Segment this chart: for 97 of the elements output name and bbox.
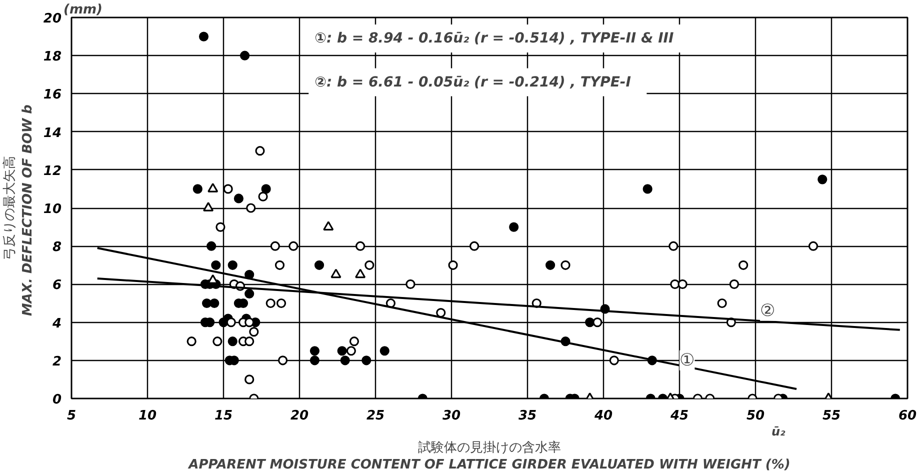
point [202,298,212,308]
x-tick-label: 30 [442,408,461,424]
point [592,318,602,328]
text: 試験体の見掛けの含水率 [418,440,561,456]
point [210,298,220,308]
point [729,279,740,289]
annotation: ②: b = 6.61 - 0.05ū₂ (r = -0.214) , TYPE-I [314,74,631,90]
point [668,241,678,251]
point [266,298,276,308]
point [717,298,727,308]
point [818,174,828,184]
point [192,184,202,194]
y-tick-label: 12 [43,164,62,179]
x-tick-label: 15 [214,408,233,424]
point [234,194,244,204]
point [585,318,595,328]
x-axis-title: APPARENT MOISTURE CONTENT OF LATTICE GIRDER EVALUATED WITH WEIGHT (%) [188,458,790,472]
x-tick-label: 50 [746,408,765,424]
y-tick-label: 6 [52,278,62,294]
point [436,308,446,318]
point [670,279,680,289]
point [340,356,350,366]
point [364,260,374,270]
point [244,288,254,299]
y-tick-label: 18 [43,50,62,65]
point [738,260,748,270]
point [198,32,209,42]
point [212,336,222,346]
point [240,50,250,60]
point [470,241,480,251]
y-tick-label: 2 [52,354,62,370]
point [380,346,390,356]
point [276,298,286,308]
annotation: ①: b = 8.94 - 0.16ū₂ (r = -0.514) , TYPE-II & III [314,30,674,46]
point [216,222,226,232]
point [246,203,256,213]
point [261,184,271,194]
annotation: ② [760,300,776,321]
point [346,346,356,356]
x-tick-label: 55 [822,408,841,424]
point [448,260,458,270]
point [244,336,254,346]
point [356,241,366,251]
point [255,146,265,156]
point [642,184,652,194]
point [337,346,347,356]
x-tick-label: 45 [669,408,689,424]
point [362,356,372,366]
point [244,374,254,384]
x-tick-label: 35 [518,408,537,424]
x-tick-label: 5 [66,408,76,424]
point [310,346,320,356]
point [208,182,218,192]
x-tick-label: 40 [593,408,613,424]
point [226,318,236,328]
point [186,336,196,346]
x-tick-label: 10 [138,408,157,424]
text: 弓反りの最大矢高 [2,156,18,260]
x-tick-label: 20 [290,408,309,424]
point [349,336,360,346]
y-tick-label: 20 [43,12,62,26]
point [223,184,233,194]
point [509,222,519,232]
point [288,241,298,251]
y-axis-title: MAX. DEFLECTION OF BOW b [20,104,36,316]
point [278,356,288,366]
point [330,268,342,278]
point [228,336,238,346]
point [678,279,688,289]
text: ū₂ [772,424,786,438]
point [323,221,334,230]
point [310,356,320,366]
point [355,268,366,278]
point [249,327,259,337]
point [406,279,416,289]
y-tick-label: 4 [51,316,62,332]
point [609,356,619,366]
point [211,260,221,270]
point [808,241,818,251]
x-tick-label: 60 [898,408,917,424]
y-tick-label: 16 [43,88,62,103]
point [270,241,280,251]
point [560,260,570,270]
annotation: (mm) [64,2,102,18]
point [258,192,268,202]
y-tick-label: 14 [43,126,62,141]
point [228,260,238,270]
y-tick-label: 8 [52,240,62,256]
annotation: ① [679,350,695,370]
y-tick-label: 0 [52,392,62,408]
point [546,260,556,270]
point [314,260,324,270]
point [274,260,285,270]
x-tick-label: 25 [366,408,385,424]
y-tick-label: 10 [43,202,62,217]
point [206,241,216,251]
point [203,202,214,212]
